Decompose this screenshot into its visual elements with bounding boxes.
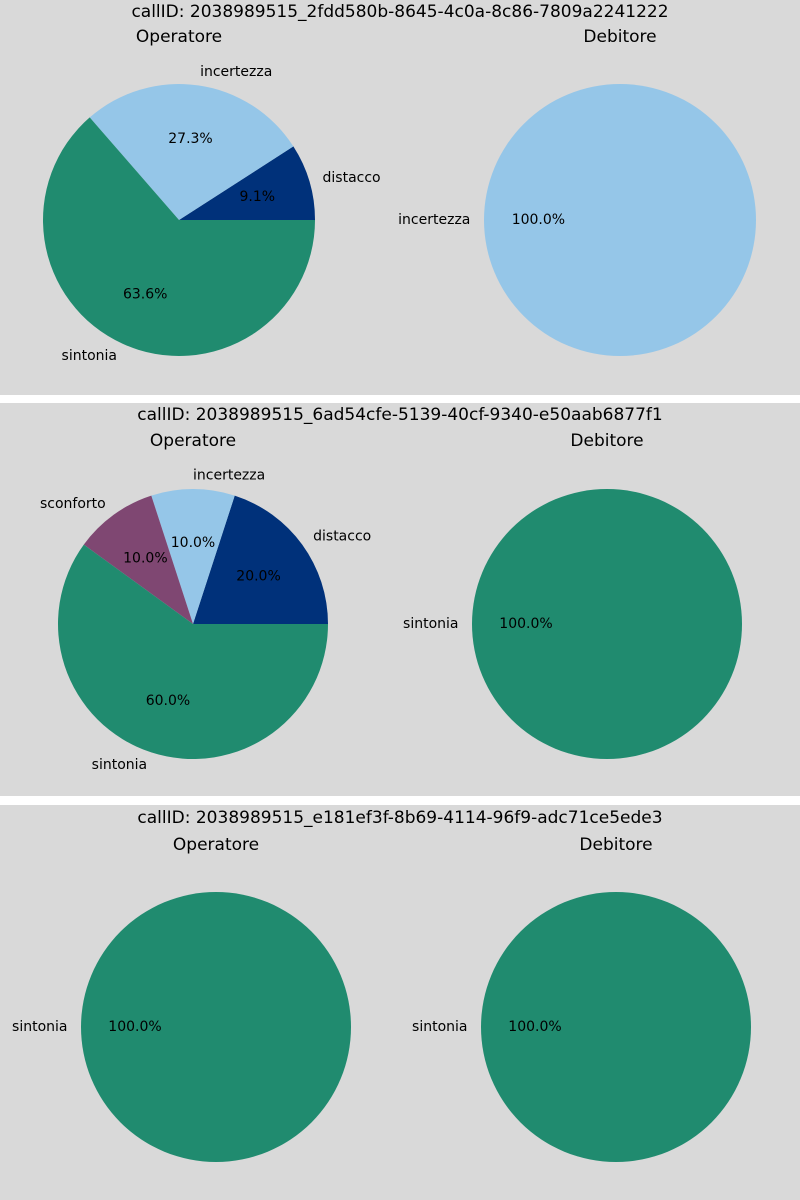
slice-pct-incertezza: 10.0% (171, 535, 215, 551)
pie-slice-distacco (193, 495, 328, 624)
pie-debitore: incertezza 100.0% (398, 84, 756, 356)
pie-slice-incertezza (151, 489, 235, 624)
panel-title: callID: 2038989515_2fdd580b-8645-4c0a-8c… (131, 2, 669, 22)
pie-slice-distacco (179, 146, 315, 220)
slice-label-distacco: distacco (323, 170, 381, 186)
panel-title: callID: 2038989515_e181ef3f-8b69-4114-96… (137, 808, 663, 828)
slice-label-sintonia: sintonia (12, 1019, 67, 1035)
slice-pct-incertezza: 100.0% (512, 212, 565, 228)
panel-title: callID: 2038989515_6ad54cfe-5139-40cf-93… (137, 405, 663, 425)
pie-slice-incertezza (89, 83, 294, 220)
slice-pct-sconforto: 10.0% (123, 550, 167, 566)
pie-slice-sconforto (83, 495, 193, 624)
pie-slice-incertezza (484, 84, 756, 356)
pie-operatore: distacco 9.1% incertezza 27.3% sintonia 63.6% (42, 64, 381, 364)
chart-panel-3: callID: 2038989515_e181ef3f-8b69-4114-96… (0, 805, 800, 1200)
subplot-title-debitore: Debitore (583, 27, 657, 47)
slice-pct-sintonia: 100.0% (499, 616, 552, 632)
chart-panel-2: callID: 2038989515_6ad54cfe-5139-40cf-93… (0, 403, 800, 796)
subplot-title-operatore: Operatore (172, 835, 260, 855)
slice-label-distacco: distacco (313, 529, 371, 545)
pie-operatore: distacco 20.0% incertezza 10.0% sconforto 10.… (40, 468, 371, 774)
subplot-title-operatore: Operatore (135, 27, 223, 47)
pie-slice-sintonia (81, 892, 351, 1162)
slice-pct-sintonia: 100.0% (508, 1019, 561, 1035)
pie-slice-sintonia (42, 117, 315, 356)
pie-debitore: sintonia 100.0% (412, 892, 751, 1162)
slice-label-sintonia: sintonia (403, 616, 458, 632)
slice-pct-distacco: 20.0% (236, 568, 280, 584)
slice-pct-sintonia: 60.0% (146, 693, 190, 709)
slice-pct-incertezza: 27.3% (168, 131, 212, 147)
slice-label-incertezza: incertezza (200, 64, 272, 80)
pie-operatore: sintonia 100.0% (12, 892, 351, 1162)
chart-panel-1: callID: 2038989515_2fdd580b-8645-4c0a-8c… (0, 0, 800, 395)
slice-label-sintonia: sintonia (412, 1019, 467, 1035)
slice-pct-distacco: 9.1% (239, 189, 275, 205)
subplot-title-operatore: Operatore (149, 431, 237, 451)
slice-label-incertezza: incertezza (193, 468, 265, 484)
slice-label-sintonia: sintonia (62, 348, 117, 364)
pie-debitore: sintonia 100.0% (403, 489, 742, 759)
slice-pct-sintonia: 63.6% (123, 286, 167, 302)
pie-slice-sintonia (481, 892, 751, 1162)
pie-slice-sintonia (57, 544, 329, 759)
slice-pct-sintonia: 100.0% (108, 1019, 161, 1035)
subplot-title-debitore: Debitore (579, 835, 653, 855)
pie-slice-sintonia (472, 489, 742, 759)
slice-label-sconforto: sconforto (40, 496, 106, 512)
slice-label-sintonia: sintonia (92, 757, 147, 773)
slice-label-incertezza: incertezza (398, 212, 470, 228)
subplot-title-debitore: Debitore (570, 431, 644, 451)
